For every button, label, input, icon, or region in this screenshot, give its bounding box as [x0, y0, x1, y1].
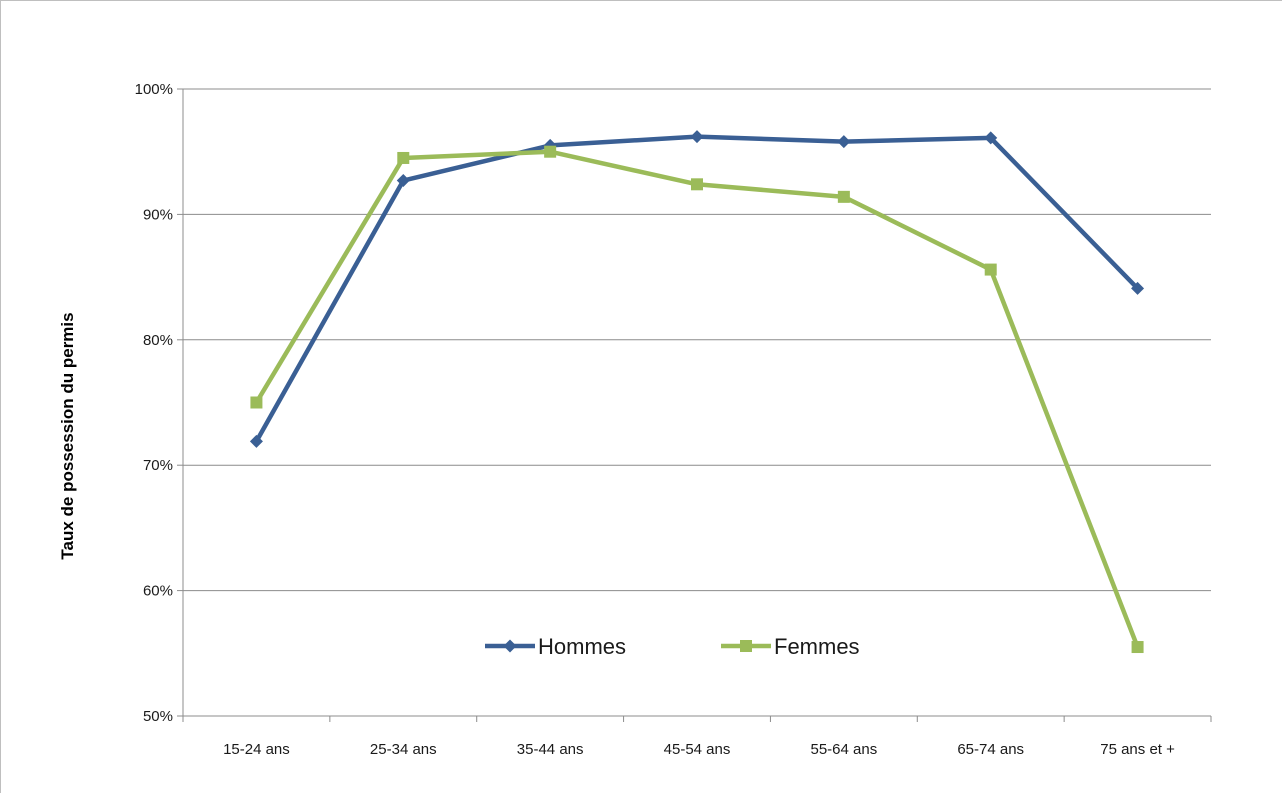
x-tick-label: 15-24 ans [223, 741, 290, 758]
axes [177, 88, 1212, 722]
legend-marker-femmes [740, 640, 752, 652]
y-tick-label: 100% [135, 81, 173, 98]
data-point-hommes [837, 135, 851, 149]
y-tick-label: 50% [143, 708, 173, 725]
series-hommes [249, 130, 1145, 448]
data-point-femmes [250, 396, 263, 409]
x-tick-label: 75 ans et + [1100, 741, 1175, 758]
data-point-femmes [691, 178, 703, 191]
data-point-femmes [397, 151, 410, 164]
data-point-femmes [544, 145, 557, 158]
data-point-hommes [984, 131, 998, 145]
x-tick-label: 25-34 ans [370, 741, 437, 758]
legend-item-hommes: Hommes [485, 634, 626, 659]
x-tick-labels: 15-24 ans 25-34 ans 35-44 ans 45-54 ans 55-6… [223, 741, 1175, 758]
data-point-hommes [690, 130, 704, 144]
data-point-femmes [984, 263, 997, 276]
data-point-hommes [396, 174, 410, 188]
series-line-femmes [254, 149, 1140, 650]
x-tick-label: 35-44 ans [517, 741, 584, 758]
legend-item-femmes: Femmes [721, 634, 860, 659]
data-point-femmes [1131, 641, 1144, 654]
gridlines [183, 88, 1211, 592]
legend-label-hommes: Hommes [538, 634, 626, 659]
x-tick-label: 65-74 ans [957, 741, 1024, 758]
y-tick-label: 80% [143, 332, 173, 349]
y-tick-labels: 50% 60% 70% 80% 90% 100% [135, 81, 173, 725]
x-tick-label: 55-64 ans [810, 741, 877, 758]
series [249, 130, 1145, 654]
y-tick-label: 60% [143, 583, 173, 600]
y-tick-label: 70% [143, 457, 173, 474]
y-tick-label: 90% [143, 206, 173, 223]
data-point-femmes [837, 190, 850, 203]
series-femmes [250, 145, 1144, 654]
legend-marker-hommes [503, 639, 517, 653]
x-tick-label: 45-54 ans [664, 741, 731, 758]
data-point-hommes [249, 434, 263, 448]
y-axis-title: Taux de possession du permis [58, 312, 77, 559]
data-point-hommes [1131, 281, 1145, 295]
legend-label-femmes: Femmes [774, 634, 860, 659]
legend: Hommes Femmes [485, 634, 860, 659]
